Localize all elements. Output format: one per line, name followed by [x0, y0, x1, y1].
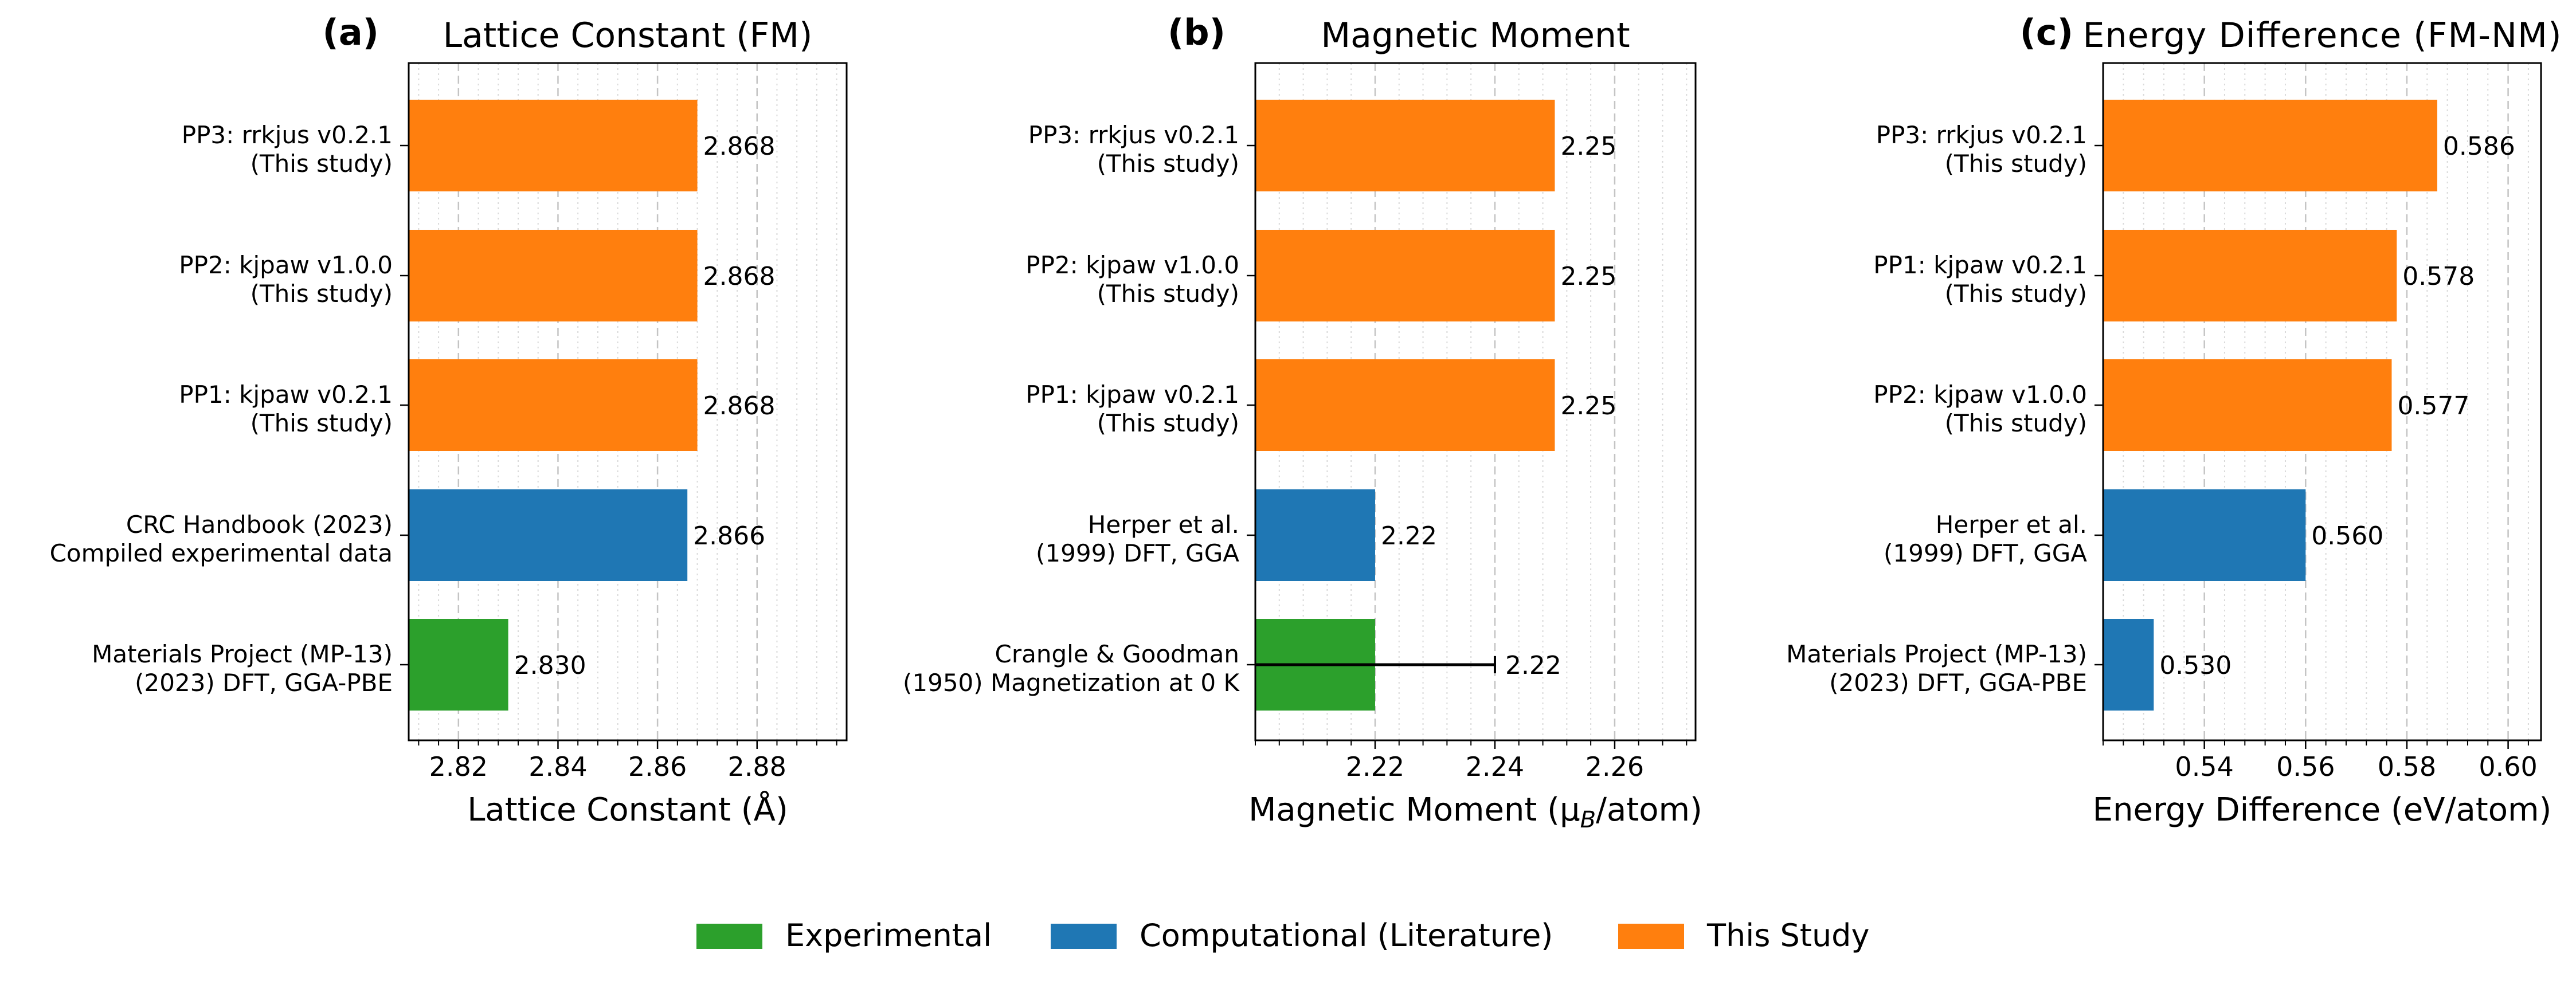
- x-axis-label-main: Magnetic Moment (μ: [1248, 791, 1580, 829]
- value-label: 2.868: [703, 391, 776, 421]
- bar: [409, 489, 688, 581]
- category-label-line1: PP2: kjpaw v1.0.0: [1025, 251, 1239, 279]
- bar: [409, 619, 508, 711]
- panel-label: (a): [322, 11, 379, 53]
- bar: [2103, 100, 2437, 191]
- x-tick-label: 2.22: [1346, 751, 1404, 782]
- category-label-line1: Materials Project (MP-13): [92, 640, 393, 668]
- category-label-line1: PP1: kjpaw v0.2.1: [1025, 380, 1239, 409]
- value-label: 2.25: [1560, 132, 1616, 161]
- x-tick-label: 0.54: [2175, 751, 2233, 782]
- value-label: 2.868: [703, 262, 776, 291]
- x-tick-label: 0.56: [2276, 751, 2335, 782]
- x-tick-label: 2.88: [728, 751, 786, 782]
- category-label-line2: (This study): [250, 150, 393, 178]
- panel-title: Magnetic Moment: [1321, 15, 1630, 56]
- x-axis-label-tail: /atom): [1596, 791, 1702, 829]
- bar: [1255, 230, 1555, 321]
- x-tick-label: 2.82: [429, 751, 488, 782]
- panel-label: (b): [1168, 11, 1226, 53]
- category-label-line1: PP2: kjpaw v1.0.0: [1873, 380, 2087, 409]
- category-label-line1: CRC Handbook (2023): [126, 511, 393, 539]
- legend-swatch: [1051, 924, 1117, 949]
- bar: [409, 230, 698, 321]
- category-label-line2: (This study): [1097, 150, 1239, 178]
- value-label: 0.586: [2443, 132, 2515, 161]
- category-label-line1: PP3: rrkjus v0.2.1: [1876, 121, 2087, 149]
- category-label-line1: PP3: rrkjus v0.2.1: [182, 121, 393, 149]
- panel-title: Lattice Constant (FM): [443, 15, 813, 56]
- category-label-line2: Compiled experimental data: [50, 539, 393, 567]
- value-label: 2.830: [514, 651, 586, 680]
- axes-frame: [408, 62, 848, 741]
- category-label-line1: Herper et al.: [1088, 511, 1239, 539]
- x-tick-label: 2.84: [528, 751, 587, 782]
- category-label-line2: (This study): [250, 280, 393, 308]
- x-tick-label: 0.60: [2479, 751, 2537, 782]
- panel-label: (c): [2020, 11, 2073, 53]
- category-label-line2: (2023) DFT, GGA-PBE: [135, 669, 393, 697]
- bar: [1255, 100, 1555, 191]
- value-label: 0.560: [2311, 521, 2383, 551]
- category-label-line1: PP1: kjpaw v0.2.1: [179, 380, 393, 409]
- category-label-line1: Crangle & Goodman: [995, 640, 1239, 668]
- category-label-line1: PP1: kjpaw v0.2.1: [1873, 251, 2087, 279]
- category-label-line2: (1950) Magnetization at 0 K: [903, 669, 1240, 697]
- legend-label: Experimental: [785, 917, 992, 953]
- x-tick-label: 2.24: [1466, 751, 1524, 782]
- legend-swatch: [696, 924, 762, 949]
- bar: [1255, 359, 1555, 451]
- category-label-line2: (This study): [1945, 150, 2087, 178]
- x-axis-label-subscript: B: [1580, 807, 1596, 833]
- value-label: 2.22: [1505, 651, 1561, 680]
- category-label-line2: (1999) DFT, GGA: [1884, 539, 2087, 567]
- x-tick-label: 2.26: [1585, 751, 1644, 782]
- panel-title: Energy Difference (FM-NM): [2083, 15, 2562, 56]
- category-label-line1: PP2: kjpaw v1.0.0: [179, 251, 393, 279]
- value-label: 0.578: [2402, 262, 2475, 291]
- value-label: 0.530: [2159, 651, 2232, 680]
- legend: Experimental Computational (Literature) Th…: [696, 917, 1869, 953]
- bar: [409, 100, 698, 191]
- x-axis-label: Energy Difference (eV/atom): [2093, 791, 2552, 829]
- x-axis-label: Magnetic Moment (μB/atom): [1248, 791, 1702, 833]
- category-label-line1: Herper et al.: [1936, 511, 2087, 539]
- value-label: 2.868: [703, 132, 776, 161]
- legend-swatch: [1618, 924, 1684, 949]
- bar: [2103, 359, 2392, 451]
- x-axis-label: Lattice Constant (Å): [467, 791, 788, 829]
- value-label: 2.22: [1381, 521, 1437, 551]
- category-label-line2: (This study): [1945, 280, 2087, 308]
- bar: [2103, 619, 2154, 711]
- axes-frame: [2102, 62, 2542, 741]
- bar: [1255, 489, 1375, 581]
- bar: [409, 359, 698, 451]
- category-label-line2: (This study): [1945, 409, 2087, 437]
- bar: [2103, 489, 2306, 581]
- value-label: 2.25: [1560, 262, 1616, 291]
- x-tick-label: 2.86: [628, 751, 687, 782]
- category-label-line1: Materials Project (MP-13): [1786, 640, 2087, 668]
- category-label-line2: (2023) DFT, GGA-PBE: [1829, 669, 2087, 697]
- category-label-line1: PP3: rrkjus v0.2.1: [1028, 121, 1239, 149]
- value-label: 2.866: [693, 521, 765, 551]
- axes-frame: [1254, 62, 1697, 741]
- category-label-line2: (This study): [250, 409, 393, 437]
- legend-label: Computational (Literature): [1140, 917, 1553, 953]
- category-label-line2: (This study): [1097, 409, 1239, 437]
- bar: [2103, 230, 2397, 321]
- category-label-line2: (This study): [1097, 280, 1239, 308]
- legend-label: This Study: [1706, 917, 1869, 953]
- value-label: 2.25: [1560, 391, 1616, 421]
- category-label-line2: (1999) DFT, GGA: [1036, 539, 1239, 567]
- x-tick-label: 0.58: [2378, 751, 2436, 782]
- value-label: 0.577: [2397, 391, 2469, 421]
